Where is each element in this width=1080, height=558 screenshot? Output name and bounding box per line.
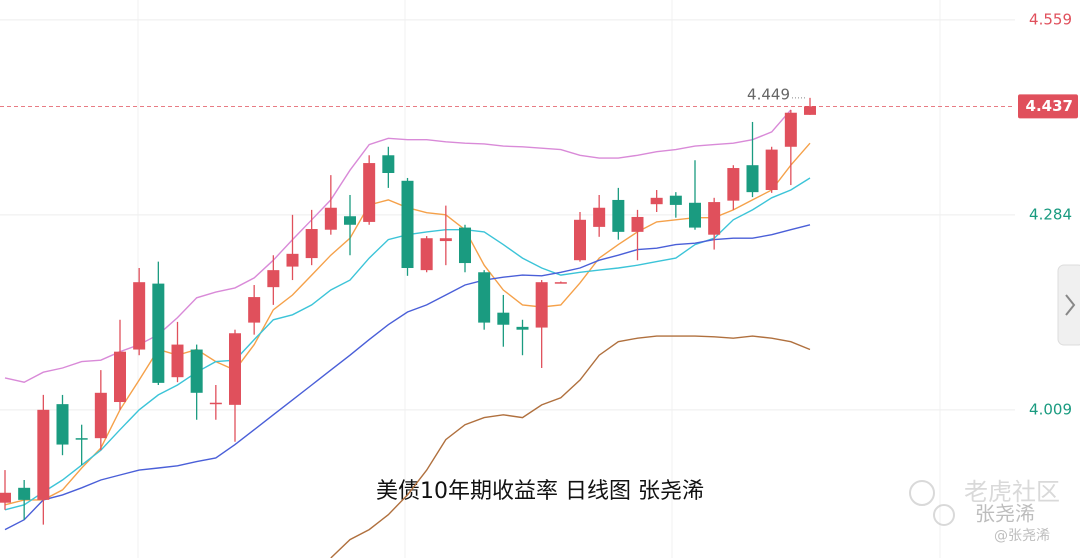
candle-body <box>439 238 452 242</box>
candle-body <box>18 487 31 500</box>
candle-body <box>401 180 414 269</box>
candle-body <box>574 219 586 261</box>
candle-body <box>75 438 88 440</box>
candle-body <box>650 197 663 205</box>
candle-body <box>631 216 644 232</box>
candle-body <box>727 168 740 201</box>
watermark-brand: 老虎社区 <box>964 478 1060 506</box>
candle-body <box>56 404 69 445</box>
collapse-tab-bg[interactable] <box>1057 264 1080 346</box>
candle-body <box>152 283 165 383</box>
watermark-icon <box>933 504 955 526</box>
candle-body <box>229 333 241 405</box>
watermark-author: 张尧浠 <box>975 502 1035 526</box>
watermark-handle: @张尧浠 <box>994 528 1050 544</box>
last-price-label: 4.437 <box>1026 97 1073 115</box>
candle-body <box>305 229 318 259</box>
candle-body <box>612 199 625 232</box>
indicator-line <box>330 335 811 558</box>
candle-body <box>324 207 337 230</box>
candle-body <box>804 106 816 115</box>
candle-body <box>478 272 491 323</box>
candle-body <box>708 202 721 235</box>
collapse-arrow[interactable] <box>1065 294 1076 316</box>
candle-body <box>363 163 376 222</box>
last-price-box <box>1018 94 1078 119</box>
indicator-line <box>4 109 792 383</box>
candle-body <box>593 207 606 227</box>
candle-body <box>37 409 50 500</box>
candle-body <box>420 238 433 271</box>
candle-body <box>784 112 797 147</box>
candle-body <box>535 282 548 328</box>
watermark-icon <box>909 480 935 506</box>
candle-body <box>344 216 356 225</box>
candle-body <box>0 492 11 503</box>
y-tick-label: 4.009 <box>1029 400 1072 418</box>
candle-body <box>286 253 299 267</box>
candle-body <box>133 282 146 350</box>
y-tick-label: 4.284 <box>1029 205 1072 223</box>
candle-body <box>669 195 682 205</box>
y-tick-label: 4.559 <box>1029 10 1072 28</box>
candle-body <box>267 270 280 288</box>
candle-body <box>459 227 471 264</box>
candle-body <box>497 312 510 325</box>
candle-body <box>516 326 529 330</box>
watermark: 老虎社区 张尧浠 @张尧浠 <box>909 478 1060 544</box>
candle-body <box>171 344 184 378</box>
candle-body <box>114 351 126 403</box>
collapse-tab[interactable] <box>1057 264 1080 346</box>
candle-body <box>554 282 567 284</box>
candle-body <box>765 149 778 191</box>
candle-body <box>190 349 203 393</box>
indicator-line <box>4 224 811 531</box>
candle-body <box>746 165 759 193</box>
max-marker-label: 4.449 <box>747 85 790 103</box>
candle-body <box>248 297 261 323</box>
chart-title: 美债10年期收益率 日线图 张尧浠 <box>376 479 704 504</box>
candle-body <box>382 155 395 174</box>
candle-body <box>209 402 222 405</box>
candle-body <box>94 392 107 439</box>
candle-body <box>689 202 701 228</box>
